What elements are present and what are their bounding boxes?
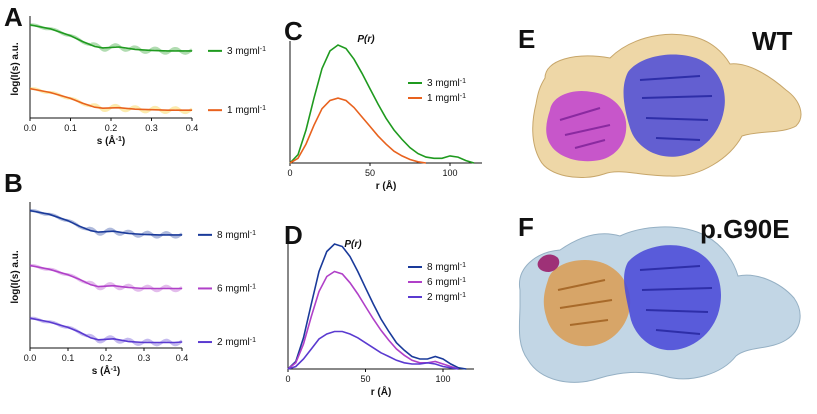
chart-a-series-3-mgml-1-legend-label: 3 mgml-1 <box>227 45 266 57</box>
chart-a-x-tick-label: 0.0 <box>24 123 37 133</box>
chart-c-x-tick-label: 0 <box>287 168 292 178</box>
chart-d-series-8-mgml-1-legend-label: 8 mgml-1 <box>427 262 466 274</box>
chart-b-y-axis-label: log(I(s) a.u. <box>10 250 21 304</box>
chart-d-x-tick-label: 100 <box>435 374 450 384</box>
chart-c-series-3-mgml-1-legend-label: 3 mgml-1 <box>427 78 466 90</box>
panel-letter-f: F <box>518 212 534 242</box>
g90e-domain-blue <box>624 245 721 351</box>
structure-label-g90e: p.G90E <box>700 214 790 244</box>
chart-a-series-3-mgml-1-data <box>30 23 193 55</box>
chart-b-series-8-mgml-1-legend-label: 8 mgml-1 <box>217 229 256 241</box>
panel-letter-c: C <box>284 16 303 46</box>
chart-a-series-1-mgml-1-line <box>29 87 192 111</box>
chart-b-scattering: 0.0 0.1 0.2 0.3 0.4 s (Å-1) log(I(s) a.u. 8 mgm… <box>10 202 256 377</box>
chart-a-series-1-mgml-1-data <box>30 87 193 115</box>
protein-structure-wt: WT <box>532 26 802 178</box>
chart-d-x-tick-label: 0 <box>285 374 290 384</box>
chart-b-x-tick-label: 0.1 <box>62 353 75 363</box>
chart-c-series-1-mgml-1-line <box>289 97 427 164</box>
chart-d-series-6-mgml-1-line <box>287 270 459 370</box>
chart-c-series-1-mgml-1-legend-label: 1 mgml-1 <box>427 93 466 105</box>
chart-a-x-tick-label: 0.2 <box>105 123 118 133</box>
chart-a-series-3-mgml-1-line <box>29 24 192 52</box>
chart-b-series-6-mgml-1-legend-label: 6 mgml-1 <box>217 283 256 295</box>
chart-c-series-3-mgml-1-line <box>289 44 475 164</box>
panel-letter-b: B <box>4 168 23 198</box>
chart-a-x-tick-label: 0.4 <box>186 123 199 133</box>
chart-d-x-tick-label: 50 <box>360 374 370 384</box>
chart-b-x-axis-label: s (Å-1) <box>92 364 120 377</box>
chart-c-x-tick-label: 100 <box>442 168 457 178</box>
chart-d-series-6-mgml-1-legend-label: 6 mgml-1 <box>427 277 466 289</box>
wt-domain-magenta <box>546 90 627 162</box>
panel-letter-d: D <box>284 220 303 250</box>
chart-b-series-2-mgml-1-line <box>29 317 183 344</box>
chart-d-series-8-mgml-1-line <box>287 243 467 370</box>
chart-b-series-6-mgml-1-line <box>29 264 182 290</box>
chart-b-series-8-mgml-1-line <box>29 209 182 236</box>
chart-b-x-tick-label: 0.2 <box>100 353 113 363</box>
chart-a-series-1-mgml-1-legend-label: 1 mgml-1 <box>227 105 266 117</box>
g90e-domain-magenta-tip <box>537 254 560 272</box>
chart-b-x-tick-label: 0.3 <box>138 353 151 363</box>
chart-c-x-axis-label: r (Å) <box>376 179 397 192</box>
protein-structure-g90e: p.G90E <box>518 214 801 383</box>
chart-c-distance-distribution: 0 50 100 r (Å) P(r) 3 mgml-1 1 mgml-1 <box>287 34 482 192</box>
chart-a-scattering: 0.0 0.1 0.2 0.3 0.4 s (Å-1) log(I(s) a.u. 3 mgm… <box>10 16 266 147</box>
chart-d-series-2-mgml-1-legend-label: 2 mgml-1 <box>427 292 466 304</box>
chart-b-series-2-mgml-1-legend-label: 2 mgml-1 <box>217 337 256 349</box>
chart-b-x-tick-label: 0.0 <box>24 353 37 363</box>
panel-letter-a: A <box>4 2 23 32</box>
chart-d-distance-distribution: 0 50 100 r (Å) P(r) 8 mgml-1 6 mgml-1 2 mgml-1 <box>285 239 474 398</box>
chart-b-x-tick-label: 0.4 <box>176 353 189 363</box>
chart-a-x-axis-label: s (Å-1) <box>97 134 125 147</box>
chart-d-series-2-mgml-1-line <box>287 330 459 370</box>
chart-c-title: P(r) <box>357 34 375 45</box>
chart-b-series-8-mgml-1-data <box>29 208 183 239</box>
chart-d-x-axis-label: r (Å) <box>371 385 392 398</box>
chart-a-x-tick-label: 0.3 <box>145 123 158 133</box>
structure-label-wt: WT <box>752 26 793 56</box>
chart-d-title: P(r) <box>344 239 362 250</box>
chart-a-x-tick-label: 0.1 <box>64 123 77 133</box>
panel-letter-e: E <box>518 24 535 54</box>
chart-a-y-axis-label: log(I(s) a.u. <box>10 42 21 96</box>
chart-c-x-tick-label: 50 <box>365 168 375 178</box>
